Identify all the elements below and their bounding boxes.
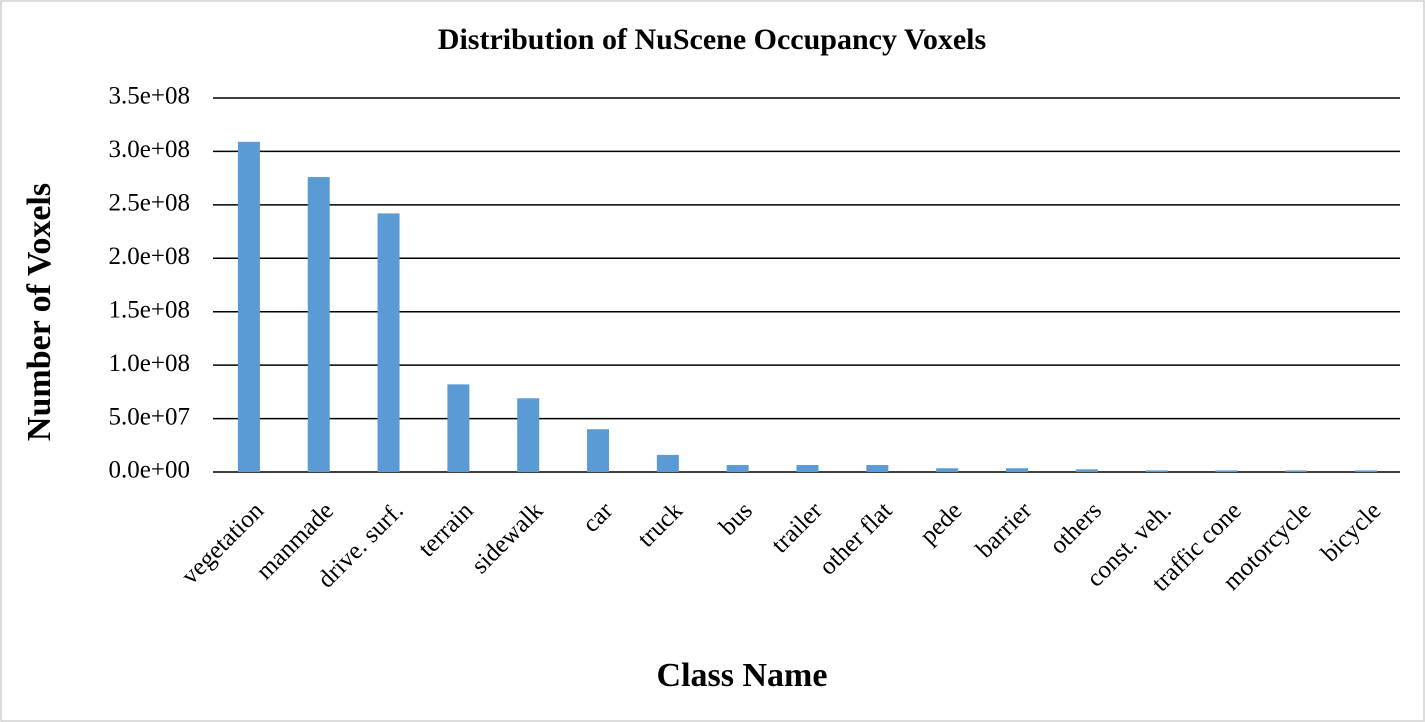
y-tick-label: 2.5e+08 bbox=[109, 190, 190, 217]
bar bbox=[796, 465, 819, 472]
bar bbox=[237, 141, 260, 472]
bar bbox=[1355, 470, 1378, 472]
bar bbox=[587, 429, 610, 472]
bar bbox=[936, 468, 959, 472]
bar bbox=[1285, 470, 1308, 472]
y-tick-label: 5.0e+07 bbox=[109, 403, 190, 430]
bar bbox=[656, 454, 679, 472]
bar bbox=[1215, 470, 1238, 472]
bar bbox=[866, 465, 889, 472]
bar bbox=[726, 465, 749, 472]
bar bbox=[447, 384, 470, 472]
y-axis-title: Number of Voxels bbox=[21, 183, 58, 441]
bar bbox=[1005, 468, 1028, 472]
y-tick-label: 3.0e+08 bbox=[109, 136, 190, 163]
chart-title: Distribution of NuScene Occupancy Voxels bbox=[438, 23, 986, 56]
y-tick-label: 1.5e+08 bbox=[109, 296, 190, 323]
bar bbox=[307, 177, 330, 472]
y-tick-label: 3.5e+08 bbox=[109, 83, 190, 110]
y-tick-label: 2.0e+08 bbox=[109, 243, 190, 270]
bar bbox=[1075, 469, 1098, 472]
y-tick-label: 1.0e+08 bbox=[109, 350, 190, 377]
bar bbox=[377, 213, 400, 473]
x-axis-title: Class Name bbox=[657, 657, 828, 694]
bar bbox=[1145, 470, 1168, 472]
y-tick-label: 0.0e+00 bbox=[109, 457, 190, 484]
bar bbox=[517, 398, 540, 472]
